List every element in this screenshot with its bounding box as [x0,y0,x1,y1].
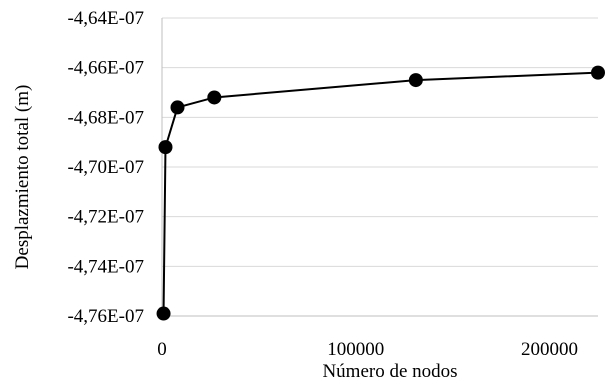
data-point [156,306,171,321]
y-tick-label: -4,68E-07 [67,107,144,128]
x-tick-labels: 0 100000 200000 [157,339,578,360]
y-tick-label: -4,64E-07 [67,8,144,29]
y-axis-title: Desplazmiento total (m) [12,85,33,270]
grid-lines [162,17,598,317]
y-tick-label: -4,72E-07 [67,207,144,228]
y-tick-label: -4,70E-07 [67,157,144,178]
y-tick-labels: -4,64E-07 -4,66E-07 -4,68E-07 -4,70E-07 -4,7… [67,8,144,327]
data-point [591,65,605,80]
x-tick-label: 0 [157,339,167,360]
y-tick-label: -4,76E-07 [67,306,144,327]
x-tick-label: 100000 [327,339,384,360]
y-tick-label: -4,74E-07 [67,256,144,277]
data-point [170,100,185,115]
data-point [408,73,423,88]
data-point [158,140,173,155]
y-tick-label: -4,66E-07 [67,58,144,79]
series [156,65,605,321]
data-point [207,90,222,105]
series-line [162,71,599,314]
x-tick-label: 200000 [521,339,578,360]
x-axis-title: Número de nodos [322,361,457,382]
